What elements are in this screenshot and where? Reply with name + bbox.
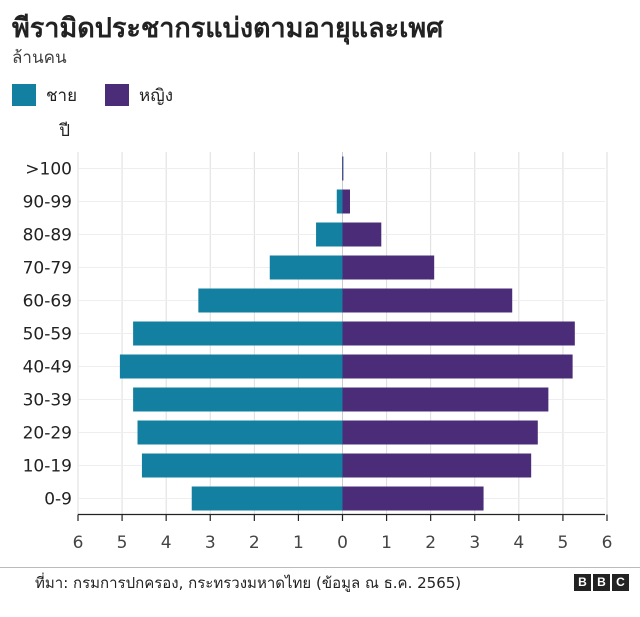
- footer-divider: [0, 567, 640, 568]
- bar-female-30-39: [342, 387, 549, 412]
- legend-label-male: ชาย: [46, 85, 78, 106]
- x-tick-label: 6: [73, 533, 84, 553]
- bar-male-30-39: [133, 387, 343, 412]
- population-pyramid-chart: ปี >100 90-99 80-89 70-79 60-69 50-59 40-49 30-3…: [23, 121, 613, 553]
- category-label: >100: [25, 160, 72, 180]
- category-label: 50-59: [23, 325, 72, 345]
- bar-male-70-79: [269, 255, 343, 280]
- bar-male-40-49: [119, 354, 343, 379]
- bar-female-90-99: [342, 189, 350, 214]
- category-label: 40-49: [23, 358, 72, 378]
- logo-letter: B: [574, 574, 591, 591]
- source-note: ที่มา: กรมการปกครอง, กระทรวงมหาดไทย (ข้อ…: [35, 574, 462, 592]
- bar-female-50-59: [342, 321, 575, 346]
- legend-label-female: หญิง: [139, 85, 174, 106]
- category-label: 80-89: [23, 226, 72, 246]
- chart-subtitle: ล้านคน: [12, 48, 67, 68]
- bar-female-70-79: [342, 255, 435, 280]
- x-tick-label: 3: [205, 533, 216, 553]
- bar-female-80-89: [342, 222, 382, 247]
- y-axis-label: ปี: [58, 121, 70, 141]
- category-labels: ปี >100 90-99 80-89 70-79 60-69 50-59 40-49 30-3…: [23, 121, 72, 510]
- bar-male-60-69: [198, 288, 343, 313]
- bar-male-80-89: [316, 222, 343, 247]
- bar-female-40-49: [342, 354, 573, 379]
- footer: ที่มา: กรมการปกครอง, กระทรวงมหาดไทย (ข้อ…: [0, 567, 640, 617]
- x-tick-label: 4: [161, 533, 172, 553]
- bar-male-0-9: [191, 486, 343, 511]
- x-tick-label: 4: [513, 533, 524, 553]
- x-tick-label: 5: [558, 533, 569, 553]
- category-label: 20-29: [23, 424, 72, 444]
- x-tick-label: 2: [425, 533, 436, 553]
- category-label: 10-19: [23, 457, 72, 477]
- category-label: 90-99: [23, 193, 72, 213]
- bar-female-10-19: [342, 453, 532, 478]
- x-tick-label: 5: [117, 533, 128, 553]
- bar-male-50-59: [133, 321, 343, 346]
- bars: [119, 156, 575, 511]
- category-label: 70-79: [23, 259, 72, 279]
- category-label: 30-39: [23, 391, 72, 411]
- bar-female->100: [342, 156, 344, 181]
- legend-swatch-female: [105, 84, 130, 106]
- x-axis: 6 5 4 3 2 1 0 1 2 3 4 5 6: [73, 513, 613, 553]
- category-label: 60-69: [23, 292, 72, 312]
- x-tick-label: 0: [337, 533, 348, 553]
- category-label: 0-9: [44, 490, 72, 510]
- x-tick-label: 3: [469, 533, 480, 553]
- bar-female-20-29: [342, 420, 538, 445]
- bar-male-20-29: [137, 420, 343, 445]
- bar-female-60-69: [342, 288, 513, 313]
- bbc-logo: B B C: [572, 574, 629, 591]
- bar-female-0-9: [342, 486, 484, 511]
- logo-letter: B: [593, 574, 610, 591]
- x-tick-label: 1: [381, 533, 392, 553]
- legend: ชาย หญิง: [12, 82, 201, 108]
- legend-item-male: ชาย: [12, 82, 77, 109]
- bar-male-90-99: [336, 189, 343, 214]
- chart-title: พีรามิดประชากรแบ่งตามอายุและเพศ: [12, 13, 444, 44]
- x-tick-label: 1: [293, 533, 304, 553]
- legend-swatch-male: [12, 84, 36, 106]
- legend-item-female: หญิง: [105, 82, 173, 109]
- bar-male-10-19: [141, 453, 343, 478]
- x-tick-label: 2: [249, 533, 260, 553]
- x-tick-label: 6: [602, 533, 613, 553]
- logo-letter: C: [612, 574, 629, 591]
